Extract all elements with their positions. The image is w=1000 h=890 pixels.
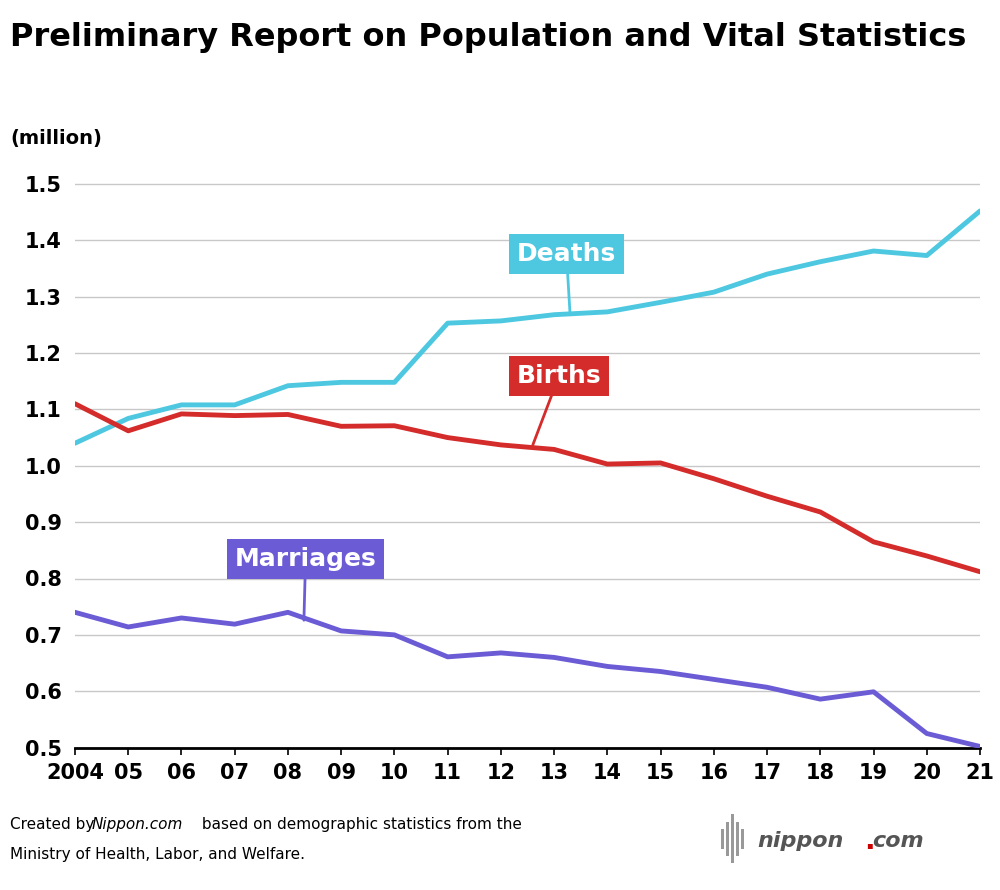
Text: Preliminary Report on Population and Vital Statistics: Preliminary Report on Population and Vit… bbox=[10, 22, 966, 53]
Text: Marriages: Marriages bbox=[235, 546, 376, 620]
Text: (million): (million) bbox=[10, 129, 102, 148]
Text: com: com bbox=[872, 831, 924, 851]
Bar bbox=[731, 814, 734, 863]
Text: Deaths: Deaths bbox=[517, 242, 616, 315]
Text: Ministry of Health, Labor, and Welfare.: Ministry of Health, Labor, and Welfare. bbox=[10, 847, 305, 862]
Text: Nippon.com: Nippon.com bbox=[92, 817, 183, 832]
Text: based on demographic statistics from the: based on demographic statistics from the bbox=[197, 817, 522, 832]
Text: .: . bbox=[864, 827, 875, 855]
Bar bbox=[741, 829, 744, 849]
Bar bbox=[721, 829, 724, 849]
Text: nippon: nippon bbox=[757, 831, 843, 851]
Bar bbox=[726, 821, 729, 856]
Bar bbox=[736, 821, 739, 856]
Text: Births: Births bbox=[517, 364, 601, 445]
Text: Created by: Created by bbox=[10, 817, 99, 832]
